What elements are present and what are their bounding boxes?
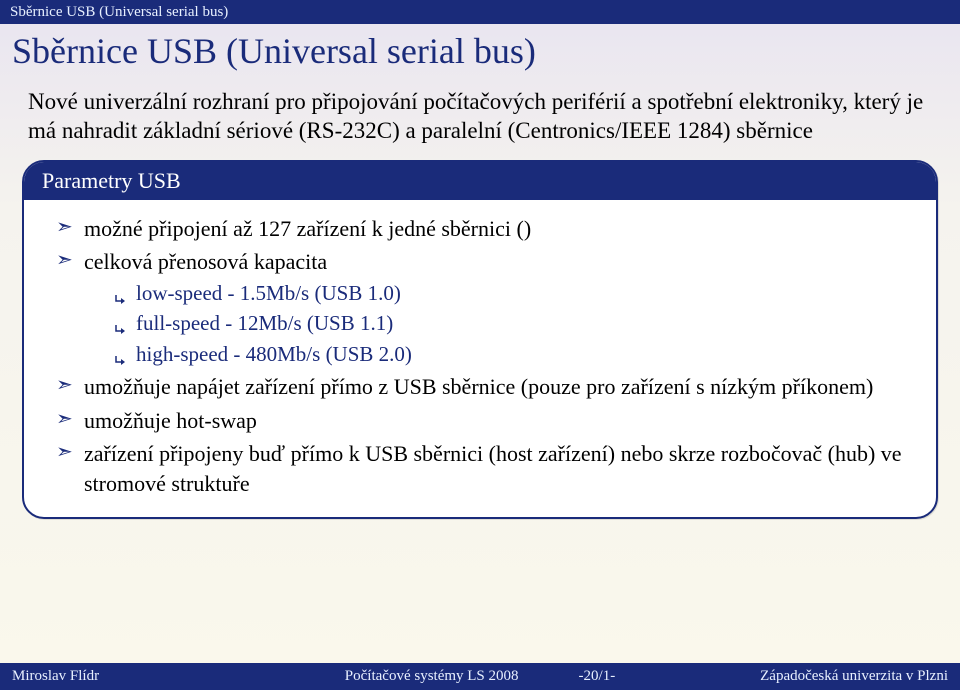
list-item-text: zařízení připojeny buď přímo k USB sběrn… — [84, 441, 902, 496]
panel-title: Parametry USB — [24, 162, 936, 200]
footer-org: Západočeská univerzita v Plzni — [760, 668, 948, 685]
intro-paragraph: Nové univerzální rozhraní pro připojován… — [0, 82, 960, 160]
list-item: umožňuje hot-swap — [56, 406, 922, 436]
sublist-item-text: high-speed - 480Mb/s (USB 2.0) — [136, 342, 412, 366]
footer-page: -20/1- — [579, 668, 616, 684]
sublist-item-text: low-speed - 1.5Mb/s (USB 1.0) — [136, 281, 401, 305]
sublist-item-text: full-speed - 12Mb/s (USB 1.1) — [136, 311, 393, 335]
parameters-panel: Parametry USB možné připojení až 127 zař… — [22, 160, 938, 519]
footer: Miroslav Flídr Počítačové systémy LS 200… — [0, 663, 960, 690]
sublist-item: full-speed - 12Mb/s (USB 1.1) — [112, 309, 922, 337]
list-item: zařízení připojeny buď přímo k USB sběrn… — [56, 439, 922, 498]
list-item-text: umožňuje hot-swap — [84, 408, 257, 433]
breadcrumb: Sběrnice USB (Universal serial bus) — [0, 0, 960, 24]
list-item: umožňuje napájet zařízení přímo z USB sb… — [56, 372, 922, 402]
list-item-text: možné připojení až 127 zařízení k jedné … — [84, 216, 531, 241]
list-item-text: umožňuje napájet zařízení přímo z USB sb… — [84, 374, 873, 399]
sublist-item: high-speed - 480Mb/s (USB 2.0) — [112, 340, 922, 368]
parameter-list: možné připojení až 127 zařízení k jedné … — [38, 214, 922, 499]
footer-author: Miroslav Flídr — [12, 668, 99, 685]
list-item-text: celková přenosová kapacita — [84, 249, 327, 274]
sublist-item: low-speed - 1.5Mb/s (USB 1.0) — [112, 279, 922, 307]
footer-course: Počítačové systémy LS 2008 — [345, 668, 519, 684]
panel-body: možné připojení až 127 zařízení k jedné … — [24, 200, 936, 517]
sublist: low-speed - 1.5Mb/s (USB 1.0) full-speed … — [84, 279, 922, 368]
page-title: Sběrnice USB (Universal serial bus) — [0, 24, 960, 82]
list-item: celková přenosová kapacita low-speed - 1.… — [56, 247, 922, 368]
list-item: možné připojení až 127 zařízení k jedné … — [56, 214, 922, 244]
